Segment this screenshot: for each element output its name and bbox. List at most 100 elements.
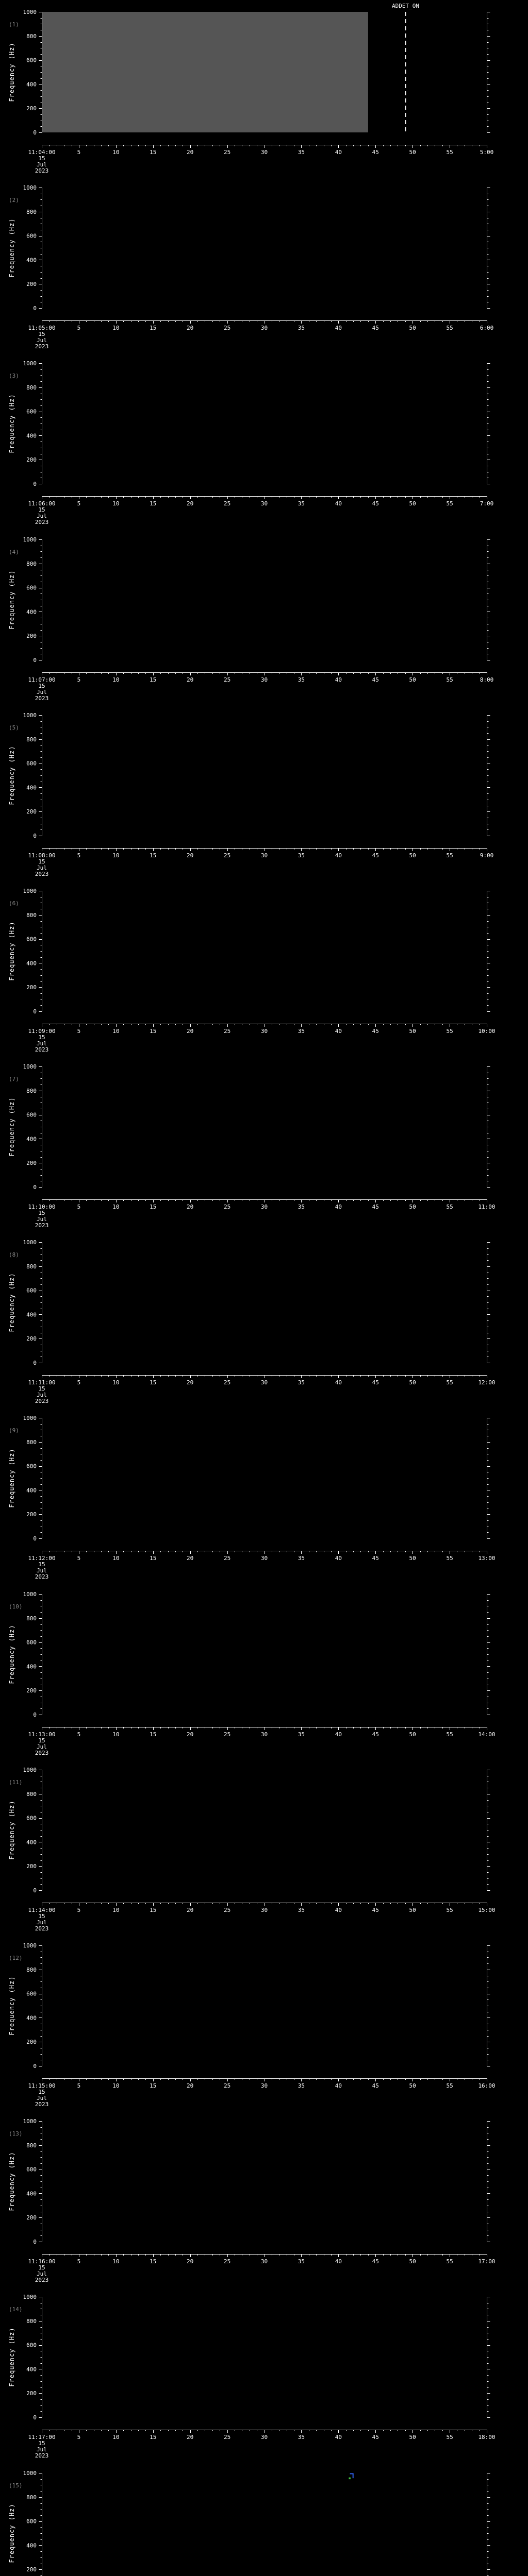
x-tick-label: 10	[112, 1204, 119, 1210]
x-tick-label: 20	[187, 1204, 193, 1210]
x-tick-label: 10	[112, 1028, 119, 1035]
x-tick-label: 15	[150, 149, 156, 156]
x-tick-label: 40	[335, 1028, 342, 1035]
x-tick-label: 45	[372, 852, 379, 859]
x-tick-label: 50	[409, 1555, 416, 1562]
x-tick-label: 55	[446, 2258, 453, 2265]
x-tick-label: 45	[372, 500, 379, 507]
x-tick-label: 25	[224, 2082, 230, 2089]
spectrogram-panel-11: 0 200 400 600 800 1000 Frequency (Hz) (11) 11:14…	[8, 1767, 496, 1932]
x-tick-label: 30	[261, 1028, 268, 1035]
date-label: 15	[38, 683, 45, 689]
panel-axes	[39, 363, 490, 499]
panel-index-label: (8)	[9, 1251, 19, 1258]
panel-index-label: (1)	[9, 21, 19, 28]
panel-index-label: (6)	[9, 900, 19, 907]
y-tick-label: 200	[26, 456, 37, 463]
x-tick-label: 50	[409, 149, 416, 156]
x-tick-label: 20	[187, 1028, 193, 1035]
y-tick-label: 0	[33, 1008, 37, 1015]
date-label: Jul	[37, 1919, 47, 1926]
x-tick-label: 40	[335, 1204, 342, 1210]
y-tick-label: 0	[33, 2239, 37, 2245]
x-tick-label: 50	[409, 1204, 416, 1210]
x-tick-label: 25	[224, 1907, 230, 1913]
end-time-label: 12:00	[478, 1379, 495, 1386]
start-time-label: 11:05:00	[28, 325, 56, 331]
y-tick-label: 200	[26, 281, 37, 287]
y-tick-label: 0	[33, 1184, 37, 1191]
x-tick-label: 40	[335, 2258, 342, 2265]
panel-axes	[39, 1242, 490, 1378]
spectrogram-panel-1: 0 200 400 600 800 1000 Frequency (Hz) (1) 11:04:…	[8, 3, 493, 174]
date-label: 15	[38, 1913, 45, 1920]
y-tick-label: 1000	[23, 1767, 37, 1773]
date-label: Jul	[37, 2446, 47, 2453]
x-tick-label: 20	[187, 1731, 193, 1738]
spectrogram-panel-8: 0 200 400 600 800 1000 Frequency (Hz) (8) 11:11:…	[8, 1239, 496, 1404]
panel-axes	[39, 2297, 490, 2433]
frequency-axis-label: Frequency (Hz)	[8, 1448, 15, 1507]
y-tick-label: 800	[26, 1088, 37, 1094]
y-tick-label: 1000	[23, 184, 37, 191]
frequency-axis-label: Frequency (Hz)	[8, 745, 15, 805]
y-tick-label: 400	[26, 784, 37, 791]
y-tick-label: 800	[26, 384, 37, 391]
x-tick-label: 5	[77, 1907, 81, 1913]
x-tick-label: 10	[112, 2434, 119, 2441]
panel-axes	[39, 2473, 490, 2576]
x-tick-label: 5	[77, 1555, 81, 1562]
y-tick-label: 200	[26, 633, 37, 639]
x-tick-label: 30	[261, 2434, 268, 2441]
date-label: Jul	[37, 1743, 47, 1750]
frequency-axis-label: Frequency (Hz)	[8, 1624, 15, 1684]
y-tick-label: 800	[26, 1615, 37, 1622]
x-tick-label: 50	[409, 325, 416, 331]
start-time-label: 11:11:00	[28, 1379, 56, 1386]
y-tick-label: 1000	[23, 712, 37, 719]
x-tick-label: 55	[446, 325, 453, 331]
x-tick-label: 20	[187, 2258, 193, 2265]
y-tick-label: 600	[26, 1112, 37, 1118]
y-tick-label: 1000	[23, 2470, 37, 2477]
panel-axes	[39, 1418, 490, 1554]
spectrogram-panel-5: 0 200 400 600 800 1000 Frequency (Hz) (5) 11:08:…	[8, 712, 493, 877]
panel-axes	[39, 539, 490, 675]
y-tick-label: 800	[26, 912, 37, 919]
x-tick-label: 35	[298, 149, 305, 156]
start-time-label: 11:07:00	[28, 676, 56, 683]
y-tick-label: 400	[26, 2190, 37, 2197]
end-time-label: 16:00	[478, 2082, 495, 2089]
x-tick-label: 15	[150, 852, 156, 859]
x-tick-label: 15	[150, 1731, 156, 1738]
date-label: 15	[38, 155, 45, 162]
y-tick-label: 600	[26, 57, 37, 64]
date-label: 15	[38, 2264, 45, 2271]
y-tick-label: 1000	[23, 360, 37, 367]
x-tick-label: 40	[335, 852, 342, 859]
x-tick-label: 55	[446, 1907, 453, 1913]
spectrogram-panel-6: 0 200 400 600 800 1000 Frequency (Hz) (6) 11:09:…	[8, 888, 496, 1053]
x-tick-label: 55	[446, 500, 453, 507]
x-tick-label: 45	[372, 2082, 379, 2089]
panel-axes	[39, 1066, 490, 1202]
x-tick-label: 55	[446, 1379, 453, 1386]
x-tick-label: 20	[187, 1379, 193, 1386]
y-tick-label: 200	[26, 1863, 37, 1870]
date-label: 15	[38, 1210, 45, 1216]
y-tick-label: 200	[26, 2390, 37, 2397]
panel-index-label: (2)	[9, 197, 19, 204]
date-label: 15	[38, 2089, 45, 2095]
x-tick-label: 40	[335, 149, 342, 156]
x-tick-label: 10	[112, 1555, 119, 1562]
date-label: Jul	[37, 1040, 47, 1047]
x-tick-label: 45	[372, 1028, 379, 1035]
y-tick-label: 1000	[23, 888, 37, 894]
spectrogram-panel-10: 0 200 400 600 800 1000 Frequency (Hz) (10) 11:13…	[8, 1591, 496, 1756]
spectrogram-panel-7: 0 200 400 600 800 1000 Frequency (Hz) (7) 11:10:…	[8, 1063, 496, 1229]
panel-index-label: (9)	[9, 1427, 19, 1434]
x-tick-label: 35	[298, 1204, 305, 1210]
spectrogram-panel-2: 0 200 400 600 800 1000 Frequency (Hz) (2) 11:05:…	[8, 184, 493, 350]
frequency-axis-label: Frequency (Hz)	[8, 1800, 15, 1859]
x-tick-label: 50	[409, 676, 416, 683]
